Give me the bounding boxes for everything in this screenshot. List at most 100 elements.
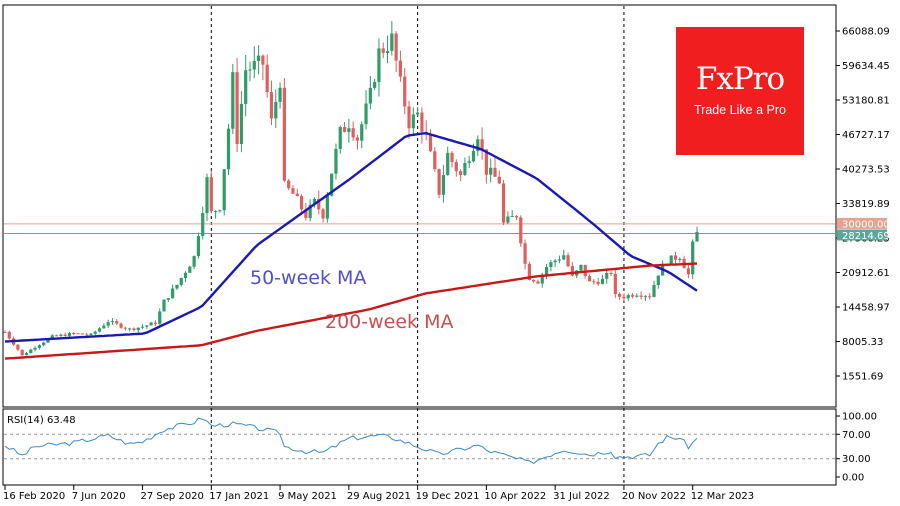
candle-body	[226, 128, 231, 170]
candle-body	[235, 72, 239, 144]
candle-body	[691, 241, 695, 275]
candle-body	[377, 48, 381, 82]
candle-body	[256, 55, 261, 62]
candle-body	[188, 266, 192, 273]
candle-body	[562, 255, 566, 260]
candle-body	[398, 60, 403, 77]
price-tick-label: 66088.09	[842, 27, 890, 38]
candle-body	[613, 273, 617, 294]
candle-body	[72, 332, 76, 334]
level-tag	[837, 229, 887, 241]
candle-body	[80, 333, 84, 335]
candle-body	[162, 299, 166, 312]
date-tick-label: 9 May 2021	[278, 491, 337, 502]
rsi-axis-ticks: 100.00 70.00 30.00 0.00	[836, 412, 877, 484]
candle-body	[351, 128, 355, 138]
price-tick-label: 59634.45	[842, 61, 890, 72]
candle-body	[59, 334, 63, 336]
candle-body	[428, 134, 433, 152]
price-axis-ticks: 66088.09 59634.45 53180.81 46727.17 40273.53…	[836, 27, 890, 383]
candle-body	[248, 69, 252, 71]
candle-body	[209, 177, 213, 212]
date-tick-label: 16 Feb 2020	[3, 491, 65, 502]
candle-body	[579, 264, 583, 271]
candle-body	[196, 236, 201, 257]
ma50-label: 50-week MA	[250, 267, 366, 289]
candle-body	[501, 183, 506, 223]
candle-body	[596, 281, 600, 284]
candle-body	[347, 128, 351, 132]
candle-body	[433, 151, 437, 170]
candle-body	[171, 288, 175, 299]
candle-body	[686, 268, 691, 275]
candle-body	[3, 331, 7, 333]
ma-line	[4, 262, 698, 360]
candle-body	[63, 334, 67, 337]
candle-body	[106, 322, 110, 326]
candle-body	[287, 180, 291, 189]
candle-body	[291, 188, 295, 194]
candle-body	[648, 296, 652, 298]
rsi-title: RSI(14) 63.48	[7, 415, 76, 426]
rsi-panel-frame	[2, 408, 837, 486]
candle-body	[299, 196, 304, 210]
candle-body	[454, 162, 458, 172]
candle-body	[390, 33, 394, 51]
candle-body	[282, 87, 286, 181]
candle-body	[403, 76, 407, 107]
candle-body	[201, 213, 205, 237]
candle-body	[652, 284, 656, 297]
date-tick-label: 7 Jun 2020	[72, 491, 126, 502]
candle-body	[622, 296, 626, 299]
candle-body	[381, 48, 385, 53]
ma-line	[4, 131, 698, 343]
date-tick-label: 29 Aug 2021	[347, 491, 411, 502]
candle-body	[630, 295, 635, 297]
candle-body	[553, 260, 557, 263]
price-tick-label: 40273.53	[842, 165, 890, 176]
candle-body	[295, 193, 299, 197]
candle-body	[463, 163, 467, 175]
candle-body	[523, 243, 527, 264]
candle-body	[471, 150, 476, 162]
candle-body	[261, 55, 265, 65]
candle-body	[304, 209, 308, 219]
candle-body	[656, 275, 660, 285]
candle-body	[618, 293, 622, 297]
candle-body	[128, 328, 132, 330]
candle-body	[149, 322, 153, 326]
candle-body	[669, 255, 673, 265]
candle-body	[42, 342, 46, 346]
candle-body	[476, 139, 480, 151]
candle-body	[33, 347, 37, 350]
candle-body	[385, 50, 390, 53]
candle-body	[308, 204, 312, 219]
candle-body	[557, 259, 562, 261]
candle-body	[179, 277, 183, 285]
candle-body	[527, 263, 531, 281]
vertical-date-lines	[210, 6, 625, 484]
candle-body	[269, 91, 274, 119]
candle-body	[50, 335, 54, 339]
candle-body	[536, 281, 540, 284]
candle-body	[274, 101, 278, 119]
candle-body	[609, 273, 613, 275]
rsi-tick-label: 30.00	[842, 454, 871, 465]
candle-body	[450, 152, 454, 163]
candle-body	[158, 311, 162, 325]
candle-body	[136, 327, 140, 330]
candle-body	[325, 195, 329, 219]
candle-body	[566, 255, 570, 267]
candle-body	[89, 333, 93, 335]
price-tick-label: 1551.69	[842, 372, 883, 383]
candle-body	[540, 274, 544, 284]
candle-body	[519, 217, 523, 244]
candle-body	[437, 169, 441, 195]
date-tick-label: 20 Nov 2022	[622, 491, 686, 502]
candle-body	[145, 325, 149, 327]
candle-body	[549, 262, 553, 267]
candle-body	[97, 328, 102, 332]
candle-body	[321, 209, 325, 219]
candle-body	[678, 258, 682, 260]
candle-body	[360, 124, 364, 141]
